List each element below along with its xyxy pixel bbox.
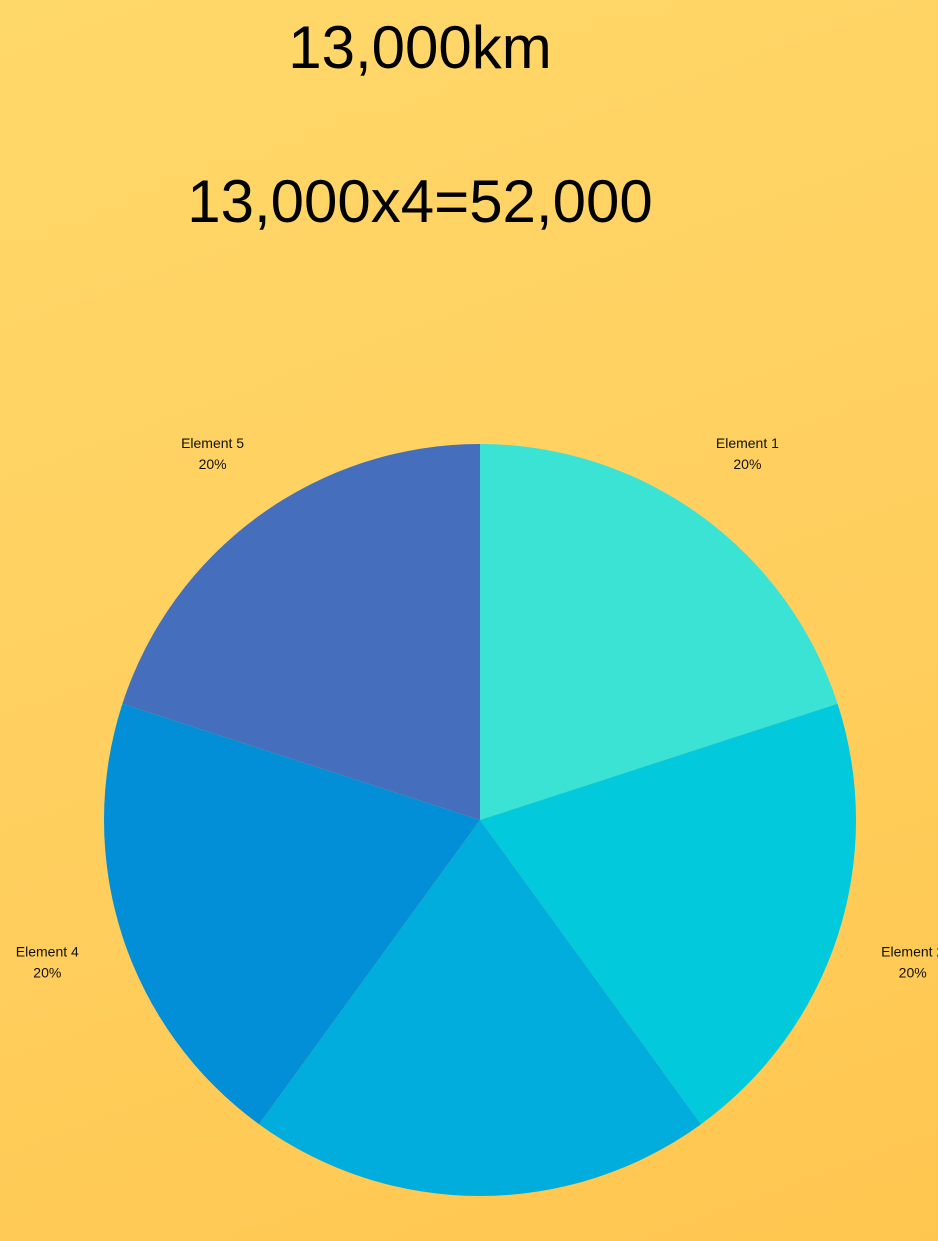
slice-label-element-5: Element 5 xyxy=(181,435,244,451)
pie-slice-element-5 xyxy=(122,444,481,820)
calculation-heading: 13,000x4=52,000 xyxy=(187,168,653,235)
slice-percent-element-1: 20% xyxy=(733,456,761,472)
slice-percent-element-5: 20% xyxy=(199,456,227,472)
pie-slice-element-3 xyxy=(258,820,702,1197)
distance-heading: 13,000km xyxy=(288,14,552,81)
slice-label-element-1: Element 1 xyxy=(716,435,779,451)
pie-slice-element-1 xyxy=(480,444,838,820)
pie-slice-element-4 xyxy=(103,703,480,1125)
pie-slice-element-2 xyxy=(480,703,857,1125)
slice-percent-element-2: 20% xyxy=(899,965,927,981)
slice-label-element-4: Element 4 xyxy=(16,944,79,960)
slice-label-element-2: Element 2 xyxy=(881,944,938,960)
slice-percent-element-4: 20% xyxy=(33,965,61,981)
